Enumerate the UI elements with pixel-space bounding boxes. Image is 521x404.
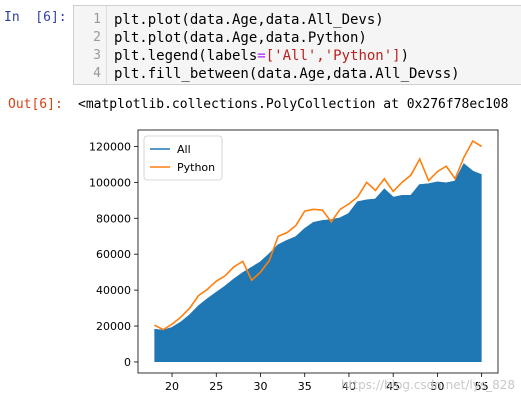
y-tick-label: 0 bbox=[124, 356, 131, 369]
x-tick-label: 30 bbox=[254, 380, 268, 393]
code-text: plt.legend(labels bbox=[114, 48, 258, 64]
y-tick-label: 80000 bbox=[96, 212, 131, 225]
code-string: ['All','Python'] bbox=[265, 48, 401, 64]
code-text: plt.plot(data.Age,data.All_Devs) bbox=[114, 12, 384, 28]
code-line[interactable]: plt.plot(data.Age,data.All_Devs) bbox=[114, 11, 384, 29]
code-line[interactable]: plt.legend(labels=['All','Python']) bbox=[114, 47, 409, 65]
line-number: 2 bbox=[93, 30, 101, 45]
x-tick-label: 25 bbox=[209, 380, 223, 393]
code-text: plt.plot(data.Age,data.Python) bbox=[114, 30, 367, 46]
code-cell[interactable]: 1 2 3 4 plt.plot(data.Age,data.All_Devs)… bbox=[73, 5, 521, 85]
line-number: 1 bbox=[93, 12, 101, 27]
y-tick-label: 40000 bbox=[96, 284, 131, 297]
all-fill-area bbox=[154, 164, 482, 362]
legend-box bbox=[143, 135, 223, 181]
line-number: 3 bbox=[93, 48, 101, 63]
output-prompt: Out[6]: bbox=[8, 97, 63, 112]
legend-label-all: All bbox=[177, 143, 191, 156]
watermark-text: https://blog.csdn.net/lys_828 bbox=[341, 378, 515, 392]
series-line-all bbox=[154, 163, 482, 332]
output-text: <matplotlib.collections.PolyCollection a… bbox=[78, 97, 509, 112]
line-number-gutter: 1 2 3 4 bbox=[74, 6, 107, 84]
input-prompt: In [6]: bbox=[4, 10, 67, 25]
y-tick-label: 100000 bbox=[89, 176, 131, 189]
legend-label-python: Python bbox=[177, 161, 215, 174]
x-tick-label: 20 bbox=[165, 380, 179, 393]
line-number: 4 bbox=[93, 66, 101, 81]
series-line-python bbox=[154, 139, 483, 331]
code-line[interactable]: plt.fill_between(data.Age,data.All_Devss… bbox=[114, 65, 460, 83]
y-tick-label: 60000 bbox=[96, 248, 131, 261]
x-tick-label: 45 bbox=[386, 380, 400, 393]
code-operator: = bbox=[257, 48, 266, 64]
code-line[interactable]: plt.plot(data.Age,data.Python) bbox=[114, 29, 367, 47]
y-tick-label: 20000 bbox=[96, 320, 131, 333]
code-text: ) bbox=[400, 48, 410, 64]
x-tick-label: 55 bbox=[475, 380, 489, 393]
x-tick-label: 50 bbox=[430, 380, 444, 393]
code-text: plt.fill_between(data.Age,data.All_Devss… bbox=[114, 66, 460, 82]
y-tick-label: 120000 bbox=[89, 140, 131, 153]
x-tick-label: 35 bbox=[298, 380, 312, 393]
plot-frame bbox=[137, 129, 499, 374]
x-tick-label: 40 bbox=[342, 380, 356, 393]
